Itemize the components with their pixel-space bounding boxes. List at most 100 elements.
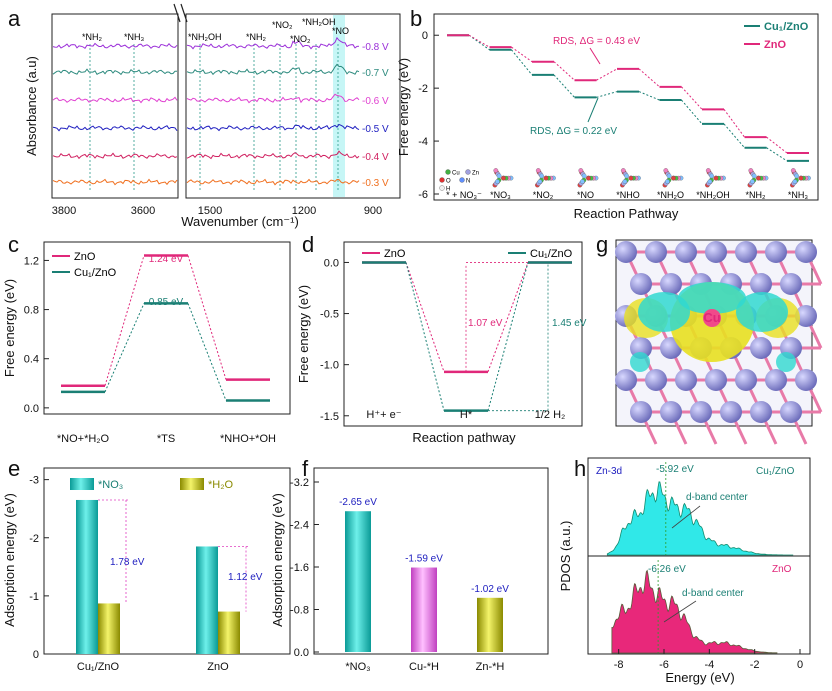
b-connector-1-7 bbox=[767, 137, 788, 153]
voltage-label-0: -0.8 V bbox=[362, 42, 389, 53]
f-value-label-2: -1.02 eV bbox=[471, 584, 509, 595]
charge-cyan-br bbox=[776, 352, 796, 372]
b-atom-dot-3 bbox=[460, 178, 465, 183]
b-molecule-atom bbox=[494, 168, 498, 172]
panel-letter-a: a bbox=[8, 6, 21, 31]
e-bar-1-1 bbox=[218, 612, 240, 654]
c-ts-cu-label: 0.85 eV bbox=[149, 297, 184, 308]
h-legend-cu: Cu₁/ZnO bbox=[756, 466, 795, 477]
b-molecule-atom bbox=[665, 179, 669, 183]
f-ytick-2: -1.6 bbox=[290, 562, 309, 574]
b-molecule-atom bbox=[706, 168, 710, 172]
ftir-curve-left-3 bbox=[53, 126, 177, 131]
b-atom-dot-4 bbox=[440, 186, 445, 191]
c-ts-zno-label: 1.24 eV bbox=[149, 254, 184, 265]
b-ytick-3: -6 bbox=[418, 189, 428, 201]
h-dc-label-zno: d-band center bbox=[682, 588, 744, 599]
g-zn-atom bbox=[690, 401, 712, 423]
b-molecule-3 bbox=[578, 168, 599, 187]
b-legend-cu: Cu₁/ZnO bbox=[764, 21, 809, 33]
b-atom-dot-1 bbox=[466, 170, 471, 175]
b-category-7: *NH₂ bbox=[746, 190, 767, 200]
h-xtick-4: 0 bbox=[797, 659, 803, 671]
f-bar-1 bbox=[411, 568, 437, 652]
b-molecule-7 bbox=[748, 168, 769, 187]
b-atom-name-2: O bbox=[446, 179, 451, 185]
g-zn-atom bbox=[615, 241, 637, 263]
panel-letter-c: c bbox=[8, 232, 19, 257]
c-ytick-2: 0.8 bbox=[24, 305, 39, 317]
c-category-1: *TS bbox=[157, 433, 175, 445]
ftir-curve-left-1 bbox=[53, 69, 177, 74]
b-connector-1-1 bbox=[512, 47, 533, 62]
e-bar-0-1 bbox=[98, 603, 120, 654]
e-legend-swatch-0 bbox=[70, 478, 94, 490]
e-ytick-1: -1 bbox=[29, 591, 39, 603]
b-molecule-2 bbox=[535, 168, 556, 187]
g-zn-atom bbox=[615, 369, 637, 391]
b-rds-arrow-cu bbox=[588, 98, 598, 122]
e-ytick-0: 0 bbox=[33, 649, 39, 661]
b-molecule-atom bbox=[495, 179, 499, 183]
b-molecule-atom bbox=[671, 176, 675, 180]
b-legend-zno: ZnO bbox=[764, 39, 786, 51]
a-ylabel: Absorbance (a.u) bbox=[24, 56, 39, 156]
ftir-curve-left-4 bbox=[53, 153, 177, 158]
d-cu-gap-label: 1.45 eV bbox=[552, 318, 587, 329]
g-zn-atom bbox=[795, 369, 817, 391]
panel-letter-h: h bbox=[574, 456, 586, 481]
d-connector-0-0 bbox=[406, 262, 444, 371]
peak-label-nh2oh-a: *NH₂OH bbox=[188, 32, 222, 42]
d-ytick-0: 0.0 bbox=[324, 257, 339, 269]
b-molecule-atom bbox=[539, 174, 543, 178]
axis-break bbox=[174, 4, 187, 22]
a-xtick-3600: 3600 bbox=[131, 205, 155, 217]
h-dc-label-cu: d-band center bbox=[686, 492, 748, 503]
b-molecule-atom bbox=[709, 174, 713, 178]
c-category-0: *NO+*H₂O bbox=[57, 433, 110, 445]
panel-c-free-energy: 0.00.40.81.2 *NO+*H₂O*TS*NHO+*OH ZnO Cu₁… bbox=[2, 242, 290, 445]
panel-g-charge-density: Cu bbox=[615, 240, 821, 444]
b-connector-0-5 bbox=[682, 100, 703, 124]
g-zn-atom bbox=[750, 401, 772, 423]
c-category-2: *NHO+*OH bbox=[220, 433, 276, 445]
g-zn-atom bbox=[765, 241, 787, 263]
peak-label-no2-a: *NO₂ bbox=[272, 20, 293, 30]
panel-f-adsorption: 0.0-0.8-1.6-2.4-3.2 -2.65 eV*NO₃-1.59 eV… bbox=[270, 468, 548, 673]
b-molecule-atom bbox=[794, 174, 798, 178]
b-molecule-atom bbox=[586, 176, 590, 180]
b-atom-dot-0 bbox=[446, 170, 451, 175]
g-zn-atom bbox=[795, 241, 817, 263]
h-xlabel: Energy (eV) bbox=[665, 670, 734, 685]
e-bar-1-0 bbox=[196, 546, 218, 654]
h-title: Zn-3d bbox=[596, 466, 622, 477]
peak-label-nh3: *NH₃ bbox=[124, 32, 145, 42]
a-xlabel: Wavenumber (cm⁻¹) bbox=[181, 214, 299, 229]
g-zn-atom bbox=[660, 401, 682, 423]
b-ytick-0: 0 bbox=[422, 30, 428, 42]
b-rds-arrow-zno bbox=[590, 48, 600, 64]
b-category-4: *NHO bbox=[616, 190, 640, 200]
c-legend-cu: Cu₁/ZnO bbox=[74, 267, 117, 279]
b-connector-0-4 bbox=[639, 92, 660, 100]
b-connector-1-5 bbox=[682, 87, 703, 109]
e-category-0: Cu₁/ZnO bbox=[77, 661, 120, 673]
voltage-label-4: -0.4 V bbox=[362, 152, 389, 163]
e-ylabel: Adsorption energy (eV) bbox=[2, 493, 17, 627]
c-ytick-3: 1.2 bbox=[24, 255, 39, 267]
b-xlabel: Reaction Pathway bbox=[574, 206, 679, 221]
b-connector-1-0 bbox=[469, 35, 490, 47]
g-zn-atom bbox=[780, 273, 802, 295]
d-ylabel: Free energy (eV) bbox=[296, 285, 311, 383]
f-category-1: Cu-*H bbox=[409, 661, 439, 673]
b-molecule-4 bbox=[620, 168, 641, 187]
b-molecule-atom bbox=[799, 176, 803, 180]
g-zn-atom bbox=[645, 241, 667, 263]
g-zn-atom bbox=[735, 241, 757, 263]
b-connector-1-4 bbox=[639, 69, 660, 87]
g-zn-atom bbox=[705, 241, 727, 263]
b-molecule-atom bbox=[580, 179, 584, 183]
d-zno-gap-label: 1.07 eV bbox=[468, 318, 503, 329]
g-zn-atom bbox=[750, 273, 772, 295]
